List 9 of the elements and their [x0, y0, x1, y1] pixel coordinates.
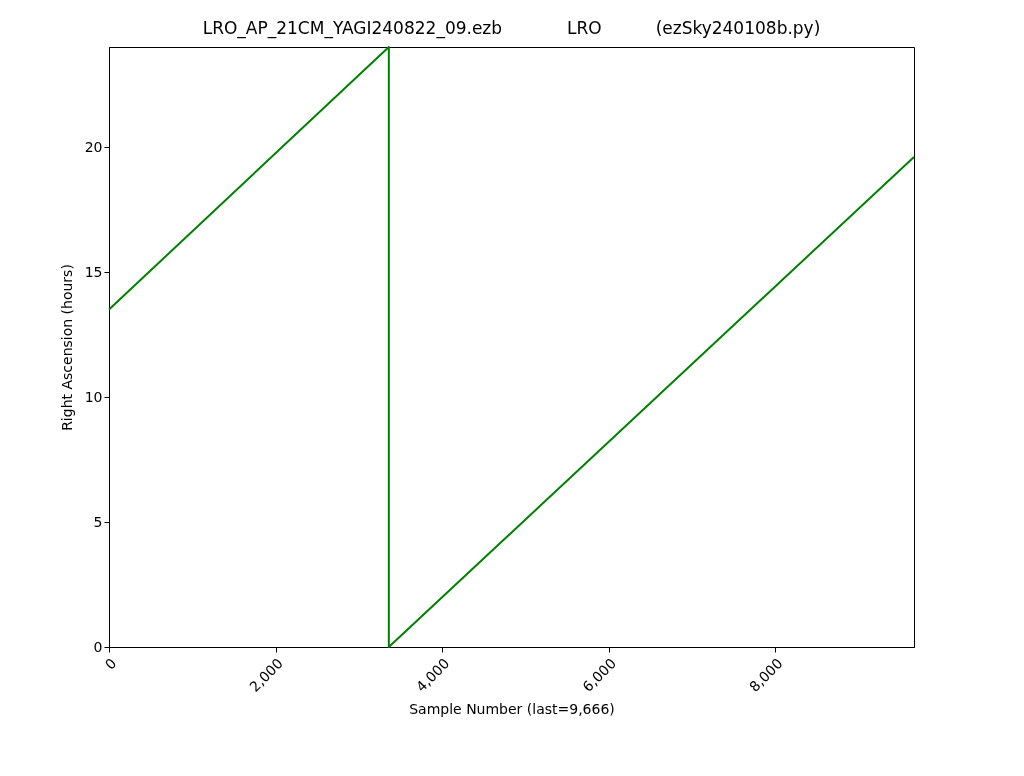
- y-tick-label: 20: [84, 138, 103, 155]
- x-axis-title: Sample Number (last=9,666): [409, 700, 615, 717]
- y-axis-title: Right Ascension (hours): [58, 264, 75, 431]
- chart-title: LRO_AP_21CM_YAGI240822_09.ezb LRO (ezSky240108b.py): [202, 18, 821, 39]
- y-tick-label: 10: [84, 388, 103, 405]
- y-tick-label: 15: [84, 263, 103, 280]
- y-tick-label: 0: [93, 638, 103, 655]
- y-tick-label: 5: [93, 513, 103, 530]
- line-series: [108, 46, 915, 648]
